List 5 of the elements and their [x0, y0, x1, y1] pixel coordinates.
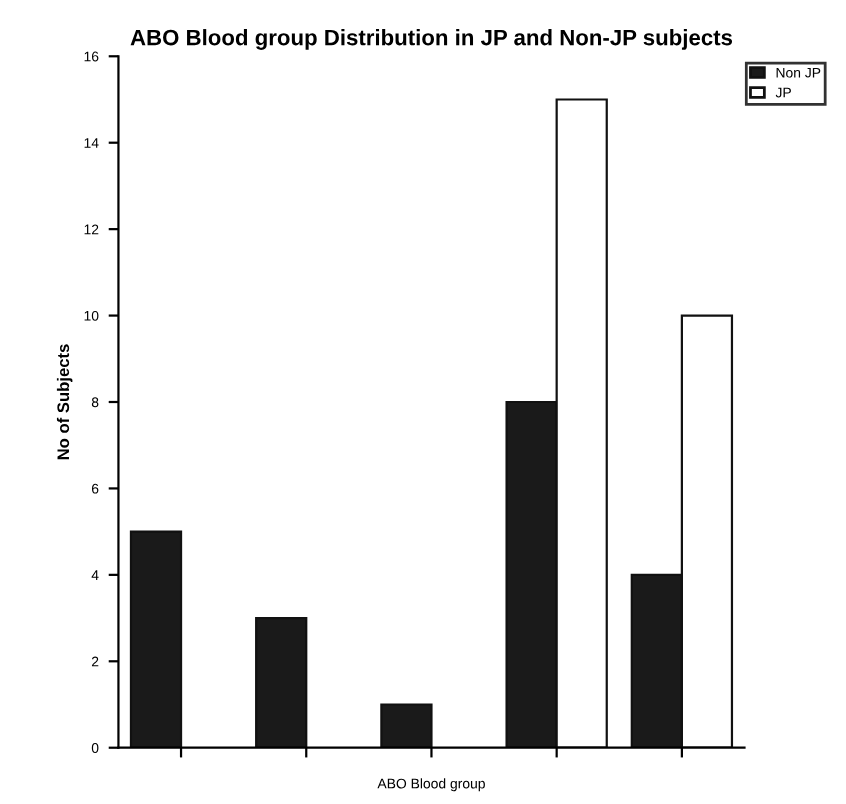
bar [380, 703, 433, 748]
y-axis-title: No of Subjects [56, 344, 73, 460]
bar [129, 530, 183, 748]
bar [255, 616, 308, 748]
chart-title: ABO Blood group Distribution in JP and Non-JP subjects [130, 29, 733, 50]
